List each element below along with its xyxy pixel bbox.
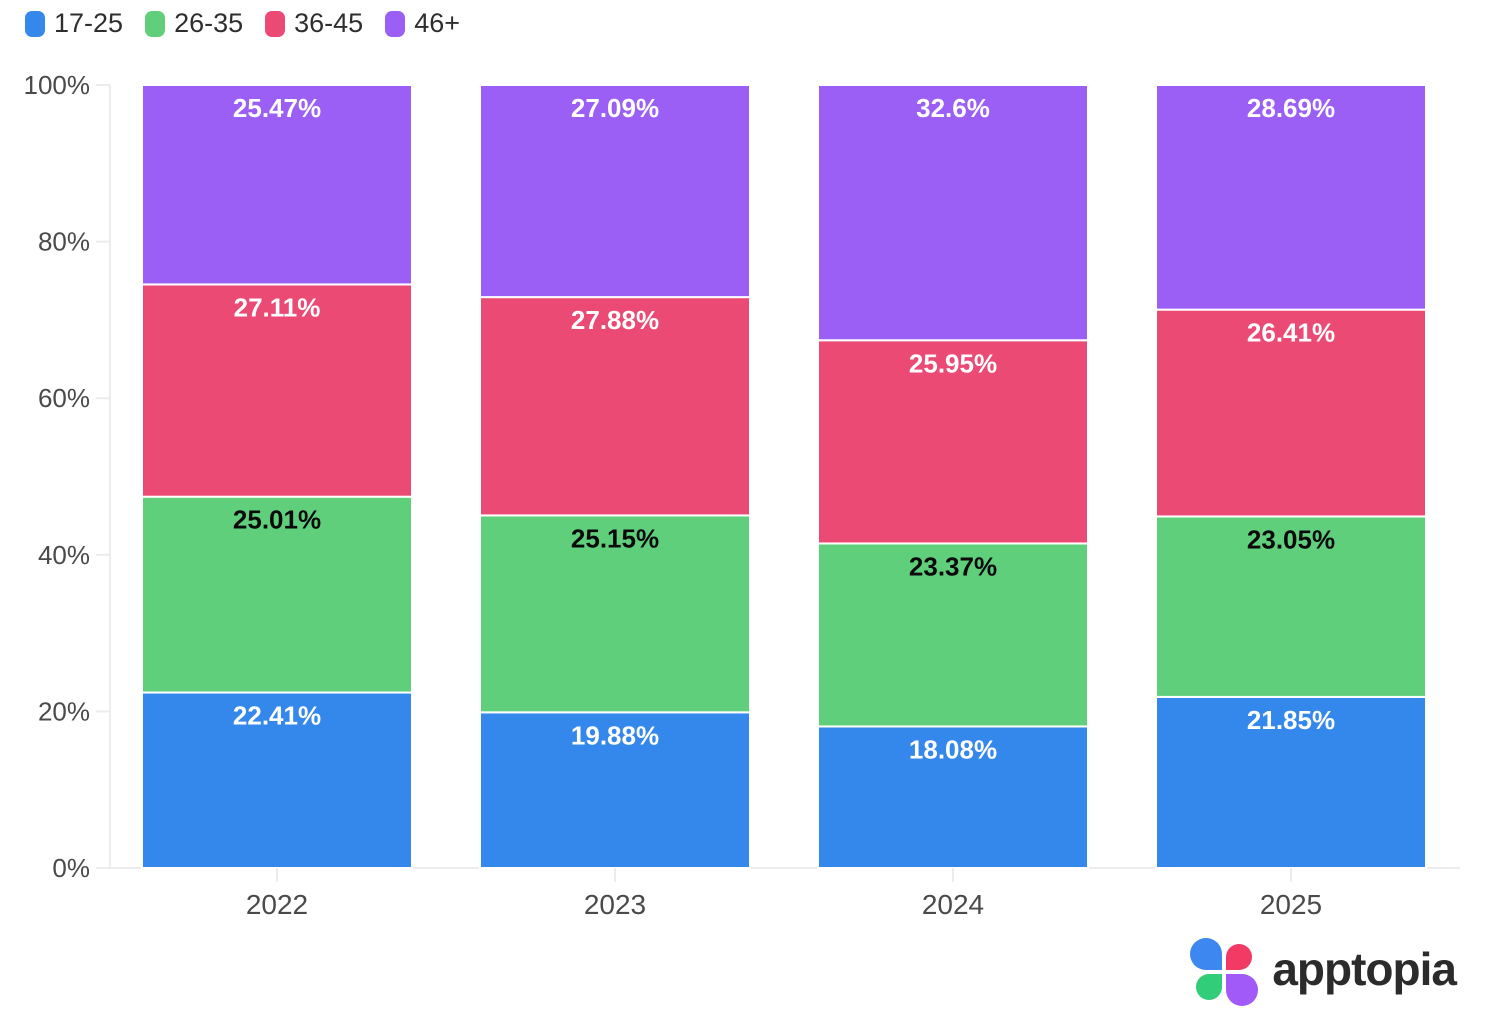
legend-label: 26-35 (174, 8, 244, 38)
bar-segment-value-label: 25.01% (233, 505, 321, 535)
legend-swatch-icon (265, 10, 286, 37)
bar-segment-value-label: 25.15% (571, 523, 659, 553)
legend-item-26-35[interactable]: 26-35 (145, 10, 243, 37)
bar-segment-value-label: 27.11% (234, 292, 321, 322)
bar-segment-value-label: 23.37% (909, 551, 997, 581)
bar-segment-value-label: 27.09% (571, 93, 659, 123)
legend-swatch-icon (25, 10, 45, 37)
legend-label: 36-45 (294, 8, 364, 38)
bar-segment-2022-17-25[interactable] (141, 691, 413, 870)
bar-segment-value-label: 32.6% (916, 93, 990, 123)
legend-swatch-icon (145, 10, 166, 37)
bar-segment-2022-36-45[interactable] (141, 283, 413, 498)
bar-segment-value-label: 23.05% (1247, 524, 1335, 554)
y-axis-tick-label: 20% (38, 696, 90, 726)
x-axis-category-label: 2024 (922, 889, 984, 920)
bar-segment-value-label: 25.95% (909, 348, 997, 378)
legend-swatch-icon (385, 10, 406, 37)
bar-segment-value-label: 25.47% (233, 93, 321, 123)
bar-segment-2025-46+[interactable] (1155, 84, 1427, 311)
clover-petal-green-icon (1196, 974, 1223, 1000)
bar-segment-2023-26-35[interactable] (479, 514, 751, 714)
bar-segment-2025-26-35[interactable] (1155, 515, 1427, 698)
bar-segment-2022-46+[interactable] (141, 84, 413, 286)
y-axis-tick-label: 100% (24, 70, 91, 100)
bar-segment-value-label: 19.88% (571, 720, 659, 750)
bar-segment-value-label: 27.88% (571, 305, 659, 335)
legend-label: 17-25 (54, 8, 124, 38)
legend-item-17-25[interactable]: 17-25 (25, 10, 123, 37)
bar-segment-value-label: 22.41% (233, 701, 321, 731)
apptopia-logo: apptopia (1190, 938, 1457, 1006)
legend-item-46+[interactable]: 46+ (385, 10, 460, 37)
clover-petal-pink-icon (1226, 944, 1253, 970)
bar-segment-value-label: 28.69% (1247, 93, 1335, 123)
apptopia-wordmark: apptopia (1272, 943, 1457, 995)
x-axis-category-label: 2025 (1260, 889, 1322, 920)
bar-segment-2024-26-35[interactable] (817, 542, 1089, 728)
bar-segment-value-label: 18.08% (909, 734, 997, 764)
stacked-bar-chart: 0% 20% 40% 60% 80% 100% 22.41% 25.01% 27.11% 25.4… (24, 70, 1460, 920)
legend-item-36-45[interactable]: 36-45 (265, 10, 363, 37)
clover-petal-purple-icon (1226, 974, 1259, 1006)
legend: 17-25 26-35 36-45 46+ (25, 10, 460, 37)
y-axis-tick-label: 0% (52, 853, 90, 883)
clover-petal-blue-icon (1190, 938, 1223, 970)
bar-segment-value-label: 26.41% (1247, 318, 1335, 348)
bar-segment-value-label: 21.85% (1247, 705, 1335, 735)
y-axis-tick-label: 80% (38, 227, 90, 257)
bar-segment-2024-36-45[interactable] (817, 339, 1089, 545)
bar-segment-2024-46+[interactable] (817, 84, 1089, 342)
legend-label: 46+ (414, 8, 460, 38)
x-axis-category-label: 2023 (584, 889, 646, 920)
apptopia-clover-icon (1190, 938, 1259, 1006)
x-axis-category-label: 2022 (246, 889, 308, 920)
bar-segment-2024-17-25[interactable] (817, 725, 1089, 869)
bar-segment-2025-17-25[interactable] (1155, 695, 1427, 869)
bar-segment-2023-46+[interactable] (479, 84, 751, 299)
bar-segment-2022-26-35[interactable] (141, 495, 413, 694)
y-axis-tick-label: 40% (38, 540, 90, 570)
y-axis-tick-label: 60% (38, 383, 90, 413)
